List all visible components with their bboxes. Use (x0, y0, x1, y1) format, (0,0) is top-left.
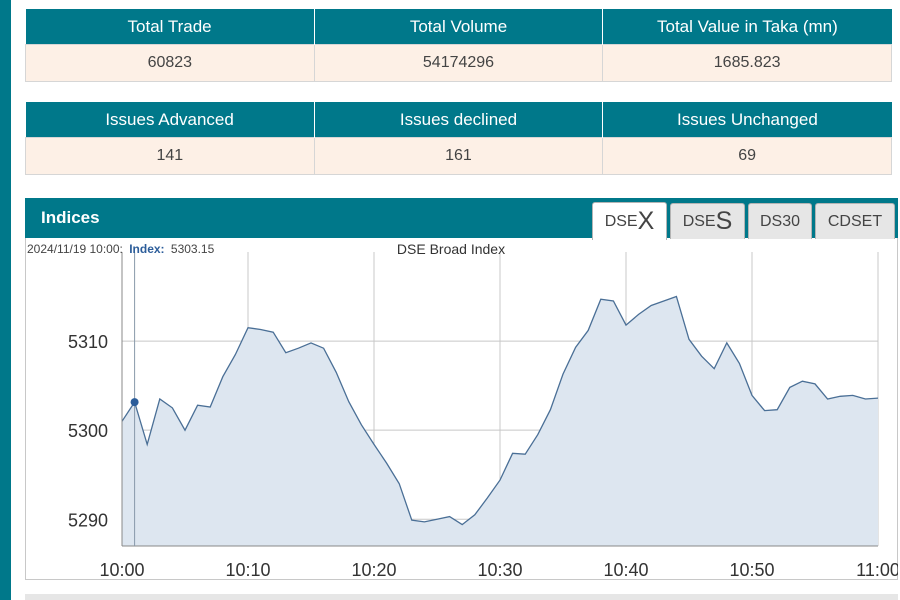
y-tick-label: 5290 (68, 510, 108, 530)
left-accent-bar (0, 0, 11, 600)
tab-cdset-label: CDSET (827, 212, 883, 230)
x-tick-label: 10:50 (729, 560, 774, 580)
issues-summary-table: Issues Advanced Issues declined Issues U… (25, 102, 892, 175)
index-line (121, 295, 879, 526)
tab-dses[interactable]: DSE S (670, 203, 745, 239)
issues-declined-value: 161 (313, 137, 604, 175)
total-volume-header: Total Volume (313, 9, 603, 45)
x-tick-labels: 10:00 10:10 10:20 10:30 10:40 10:50 11:00 (99, 560, 899, 580)
dsex-chart: 10:00 10:10 10:20 10:30 10:40 10:50 11:00 5290… (27, 241, 900, 580)
total-value-header: Total Value in Taka (mn) (602, 9, 892, 45)
market-summary-value-row: 60823 54174296 1685.823 (25, 44, 892, 82)
x-tick-label: 10:20 (351, 560, 396, 580)
y-tick-label: 5300 (68, 421, 108, 441)
issues-unchanged-value: 69 (602, 137, 892, 175)
y-tick-labels: 5290 5300 5310 (68, 332, 108, 530)
tab-dsex-prefix: DSE (604, 212, 638, 230)
tab-ds30[interactable]: DS30 (748, 203, 812, 239)
dsex-chart-area: 10:00 10:10 10:20 10:30 10:40 10:50 11:00 5290… (25, 238, 900, 580)
readout-label: Index: (129, 242, 164, 256)
readout-value: 5303.15 (171, 242, 215, 256)
total-trade-header: Total Trade (25, 9, 315, 45)
tab-dses-suffix: S (715, 207, 733, 235)
market-summary-table: Total Trade Total Volume Total Value in … (25, 9, 892, 82)
total-volume-value: 54174296 (313, 44, 604, 82)
issues-advanced-value: 141 (25, 137, 315, 175)
tab-ds30-label: DS30 (759, 212, 801, 230)
hover-readout: 2024/11/19 10:00: Index: 5303.15 (27, 242, 215, 256)
hover-point-marker (130, 398, 139, 407)
tab-cdset[interactable]: CDSET (815, 203, 895, 239)
x-tick-label: 10:40 (603, 560, 648, 580)
indices-panel (25, 198, 898, 580)
bottom-strip (25, 594, 898, 600)
tab-dses-prefix: DSE (682, 212, 716, 230)
indices-header: Indices DSE X DSE S DS30 CDSET (25, 198, 898, 240)
y-tick-label: 5310 (68, 332, 108, 352)
total-value-value: 1685.823 (602, 44, 892, 82)
issues-summary-header-row: Issues Advanced Issues declined Issues U… (25, 102, 892, 138)
index-area-fill (122, 296, 878, 546)
issues-summary-value-row: 141 161 69 (25, 137, 892, 175)
indices-title: Indices (41, 208, 100, 227)
tab-dsex[interactable]: DSE X (592, 202, 667, 240)
issues-advanced-header: Issues Advanced (25, 102, 315, 138)
x-tick-label: 10:10 (225, 560, 270, 580)
readout-time: 2024/11/19 10:00: (27, 242, 123, 256)
market-summary-header-row: Total Trade Total Volume Total Value in … (25, 9, 892, 45)
x-tick-label: 10:30 (477, 560, 522, 580)
tab-dsex-suffix: X (637, 207, 655, 235)
chart-title: DSE Broad Index (397, 241, 505, 257)
issues-declined-header: Issues declined (313, 102, 603, 138)
issues-unchanged-header: Issues Unchanged (602, 102, 892, 138)
x-tick-label: 11:00 (856, 560, 898, 580)
x-tick-label: 10:00 (99, 560, 144, 580)
total-trade-value: 60823 (25, 44, 315, 82)
